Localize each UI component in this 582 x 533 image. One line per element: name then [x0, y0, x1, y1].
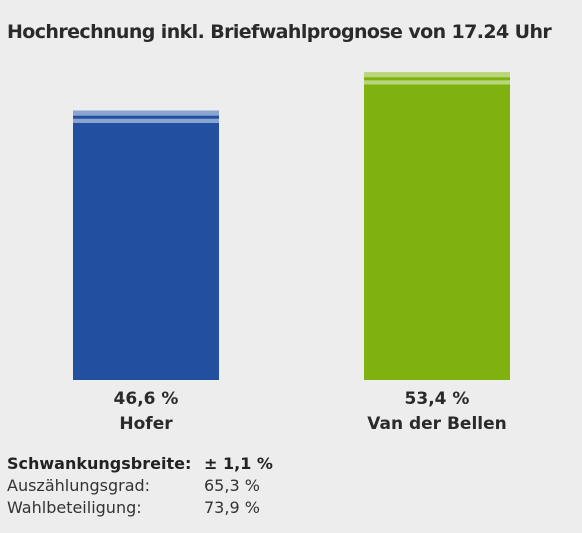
- bar-van-der-bellen-estimate-line: [364, 77, 510, 81]
- bar-hofer: [73, 122, 219, 381]
- bar-hofer-category-label: Hofer: [119, 414, 173, 434]
- counting-degree-value: 65,3 %: [204, 476, 260, 495]
- bar-van-der-bellen-value-label: 53,4 %: [405, 389, 470, 409]
- chart-title: Hochrechnung inkl. Briefwahlprognose von…: [7, 21, 552, 43]
- bar-hofer-value-label: 46,6 %: [114, 389, 179, 409]
- margin-of-error-label: Schwankungsbreite:: [7, 454, 192, 473]
- counting-degree-label: Auszählungsgrad:: [7, 476, 151, 495]
- bar-van-der-bellen: [364, 84, 510, 380]
- turnout-value: 73,9 %: [204, 498, 260, 517]
- turnout-label: Wahlbeteiligung:: [7, 498, 142, 517]
- margin-of-error-value: ± 1,1 %: [204, 454, 273, 473]
- bar-hofer-estimate-line: [73, 115, 219, 119]
- bar-chart: 46,6 % Hofer 53,4 % Van der Bellen: [73, 72, 510, 434]
- bar-van-der-bellen-category-label: Van der Bellen: [367, 414, 507, 434]
